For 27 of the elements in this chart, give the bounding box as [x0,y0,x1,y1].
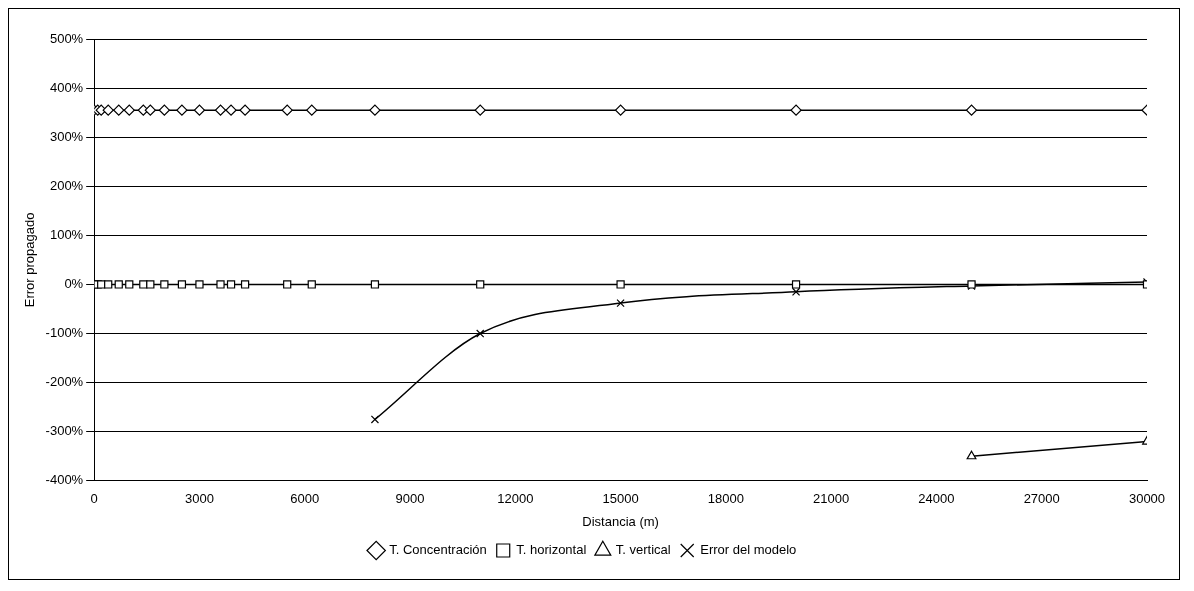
y-tick-label: -300% [45,423,84,439]
x-tick-label: 18000 [707,491,744,507]
x-tick-label: 12000 [497,491,534,507]
y-tick-label: -400% [45,472,84,488]
y-tick-label: 200% [49,177,84,193]
legend-label: T. Concentración [389,542,487,558]
legend-label: T. vertical [615,542,671,558]
y-tick-label: 400% [49,79,84,95]
x-tick-label: 21000 [813,491,850,507]
x-tick-label: 6000 [290,491,320,507]
x-tick-label: 3000 [185,491,214,507]
y-axis-title: Error propagado [22,212,38,308]
y-tick-label: 100% [49,226,84,242]
x-tick-label: 0 [90,491,98,507]
x-tick-label: 30000 [1128,491,1166,507]
x-tick-label: 9000 [395,491,425,507]
x-tick-label: 24000 [918,491,955,507]
y-tick-label: 500% [49,30,84,46]
y-tick-label: -200% [45,374,84,390]
legend-label: Error del modelo [700,542,797,558]
y-tick-label: 300% [49,128,84,144]
x-tick-label: 15000 [602,491,639,507]
x-tick-label: 27000 [1023,491,1060,507]
legend-label: T. horizontal [516,542,587,558]
x-axis-title: Distancia (m) [582,513,659,529]
y-tick-label: -100% [45,325,84,341]
y-tick-label: 0% [64,276,84,292]
